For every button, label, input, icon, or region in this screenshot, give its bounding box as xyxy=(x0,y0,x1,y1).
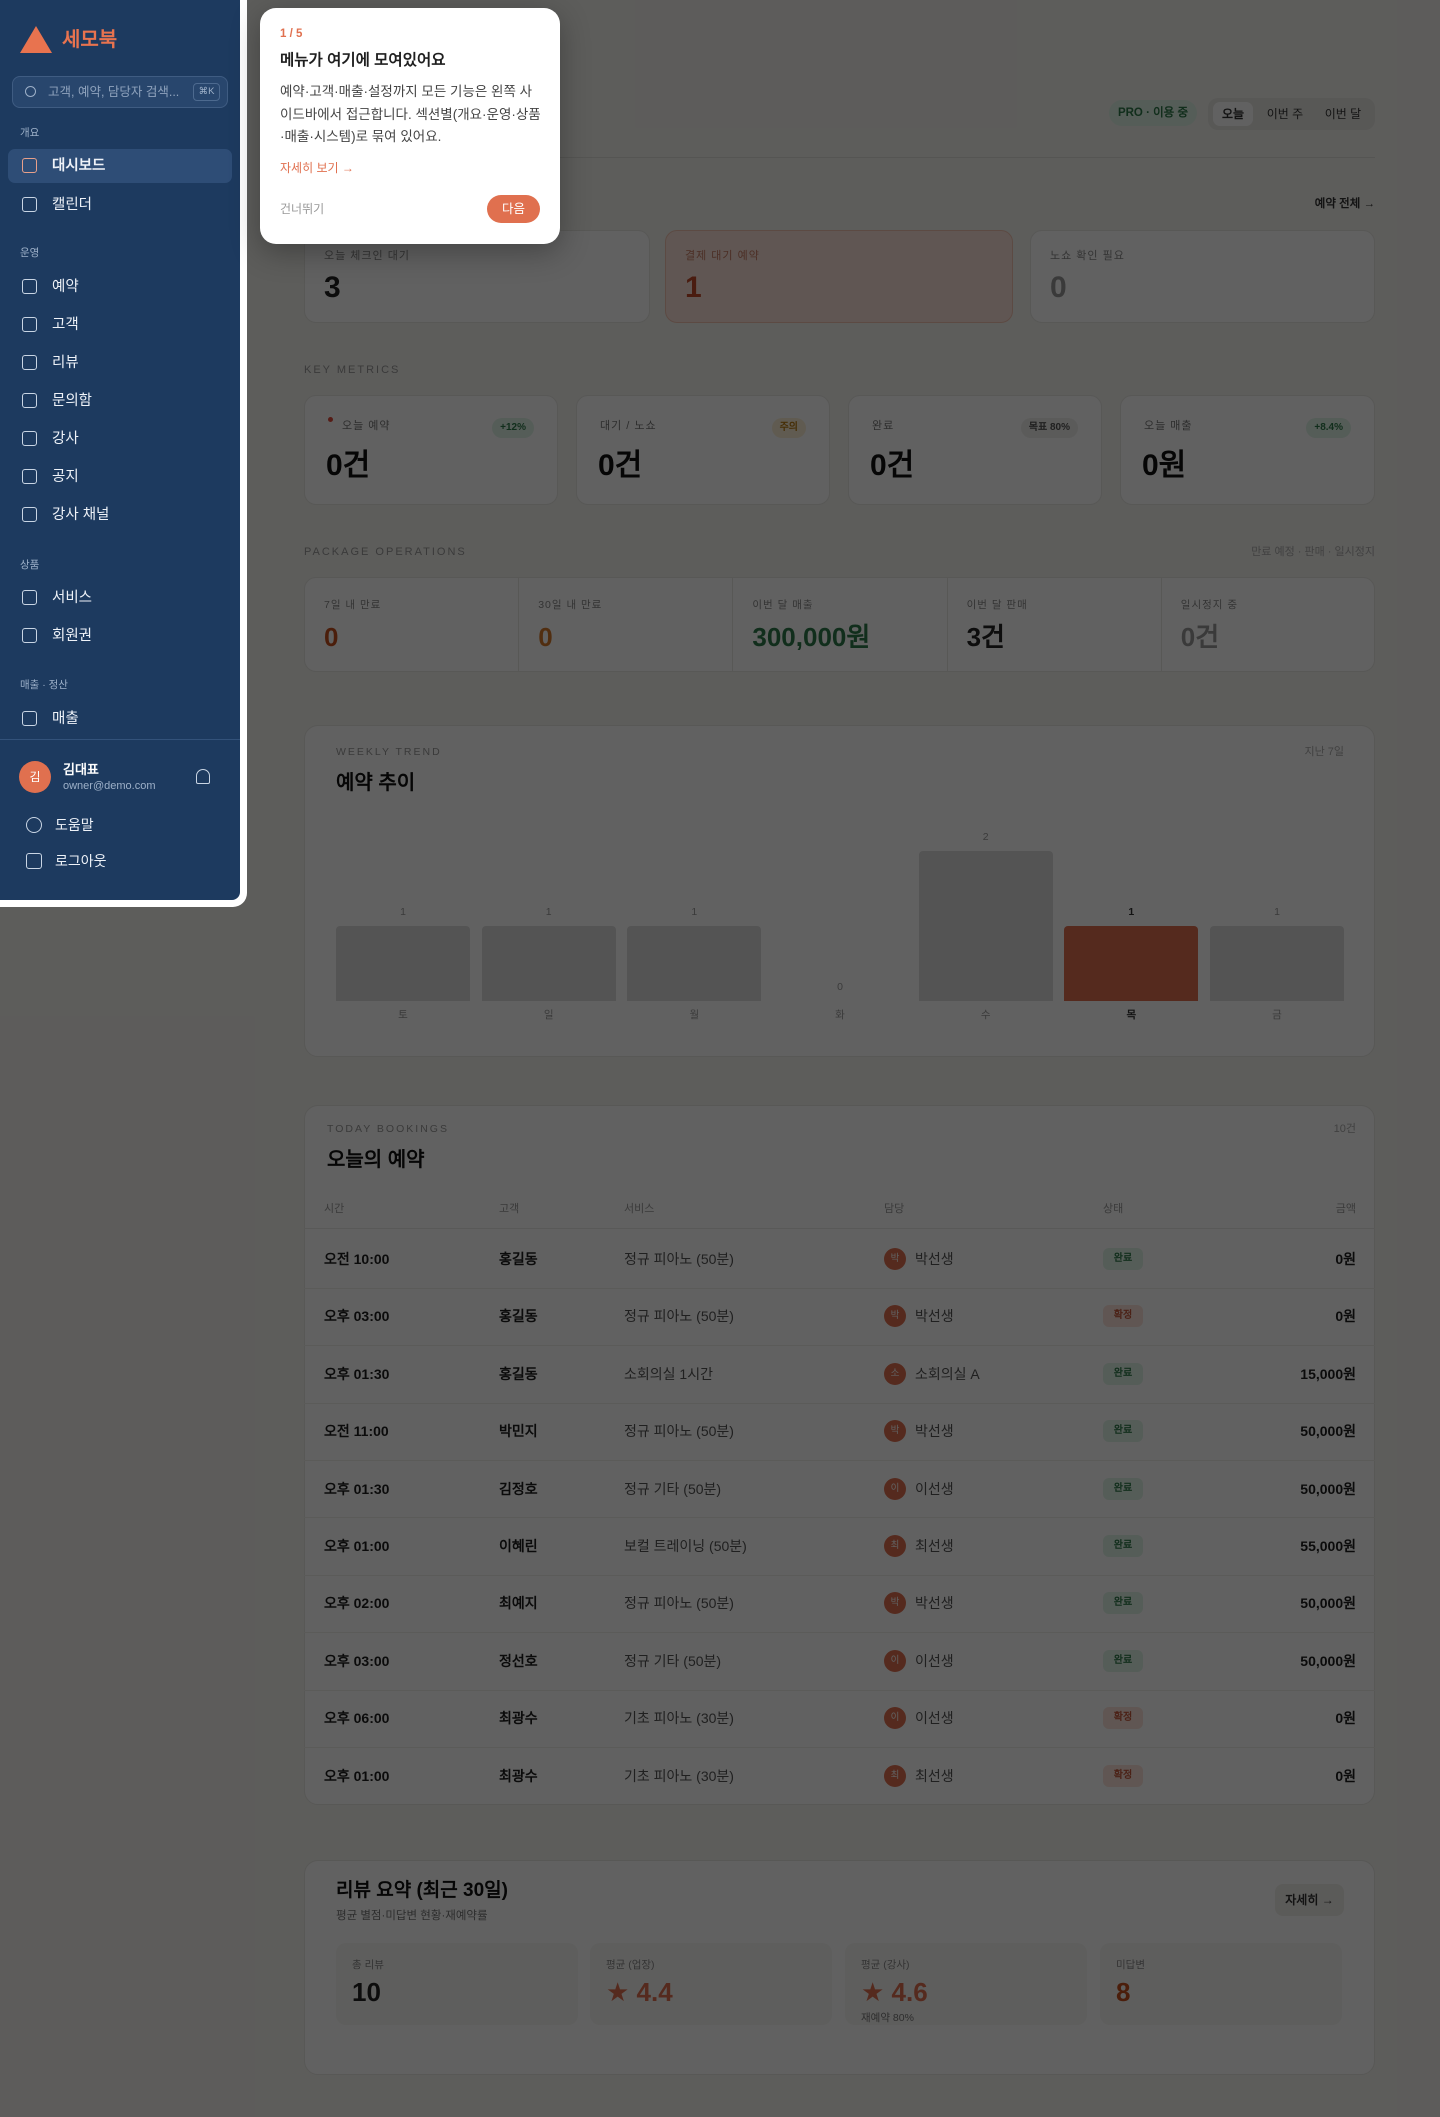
brand-name: 세모북 xyxy=(62,29,118,51)
nav-group-label: 운영 xyxy=(20,246,40,259)
footer-link[interactable]: 로그아웃 xyxy=(55,853,107,869)
nav-icon xyxy=(22,711,37,726)
nav-icon xyxy=(22,431,37,446)
search-box[interactable] xyxy=(12,76,228,108)
nav-item[interactable]: 대시보드 xyxy=(52,157,106,174)
user-avatar: 김 xyxy=(19,761,51,793)
nav-icon xyxy=(22,197,37,212)
nav-icon xyxy=(22,393,37,408)
nav-icon xyxy=(22,317,37,332)
nav-group-label: 매출 · 정산 xyxy=(20,678,68,691)
search-placeholder: 고객, 예약, 담당자 검색... xyxy=(48,85,180,99)
tour-skip[interactable]: 건너뛰기 xyxy=(280,201,325,216)
nav-icon xyxy=(22,469,37,484)
search-icon xyxy=(25,86,36,97)
user-email: owner@demo.com xyxy=(63,780,156,792)
nav-item[interactable]: 문의함 xyxy=(52,392,93,409)
nav-group-label: 상품 xyxy=(20,558,40,571)
nav-item[interactable]: 공지 xyxy=(52,468,79,485)
nav-item[interactable]: 예약 xyxy=(52,278,79,295)
nav-item[interactable]: 강사 채널 xyxy=(52,506,110,523)
nav-item-active-bg[interactable] xyxy=(8,149,232,183)
notification-bell[interactable] xyxy=(196,769,210,784)
sidebar-divider xyxy=(0,739,240,740)
tour-step: 1 / 5 xyxy=(280,28,303,40)
nav-item[interactable]: 회원권 xyxy=(52,627,93,644)
footer-link[interactable]: 도움말 xyxy=(55,817,94,833)
nav-icon xyxy=(22,628,37,643)
nav-icon xyxy=(22,590,37,605)
nav-item[interactable]: 리뷰 xyxy=(52,354,79,371)
nav-icon xyxy=(22,355,37,370)
nav-group-label: 개요 xyxy=(20,126,40,139)
nav-icon xyxy=(22,158,37,173)
tour-next-button[interactable]: 다음 xyxy=(487,195,540,223)
nav-item[interactable]: 서비스 xyxy=(52,589,93,606)
nav-icon xyxy=(22,507,37,522)
tour-title: 메뉴가 여기에 모여있어요 xyxy=(280,51,446,69)
nav-item[interactable]: 캘린더 xyxy=(52,196,93,213)
tour-body: 예약·고객·매출·설정까지 모든 기능은 왼쪽 사이드바에서 접근합니다. 섹션… xyxy=(280,84,541,144)
search-shortcut: ⌘K xyxy=(193,83,220,101)
nav-item[interactable]: 강사 xyxy=(52,430,79,447)
brand-logo xyxy=(20,26,52,53)
footer-icon xyxy=(26,853,42,869)
tour-link[interactable]: 자세히 보기 → xyxy=(280,160,354,175)
nav-icon xyxy=(22,279,37,294)
nav-item[interactable]: 매출 xyxy=(52,710,79,727)
nav-item[interactable]: 고객 xyxy=(52,316,79,333)
user-name: 김대표 xyxy=(63,761,99,777)
footer-icon xyxy=(26,817,42,833)
